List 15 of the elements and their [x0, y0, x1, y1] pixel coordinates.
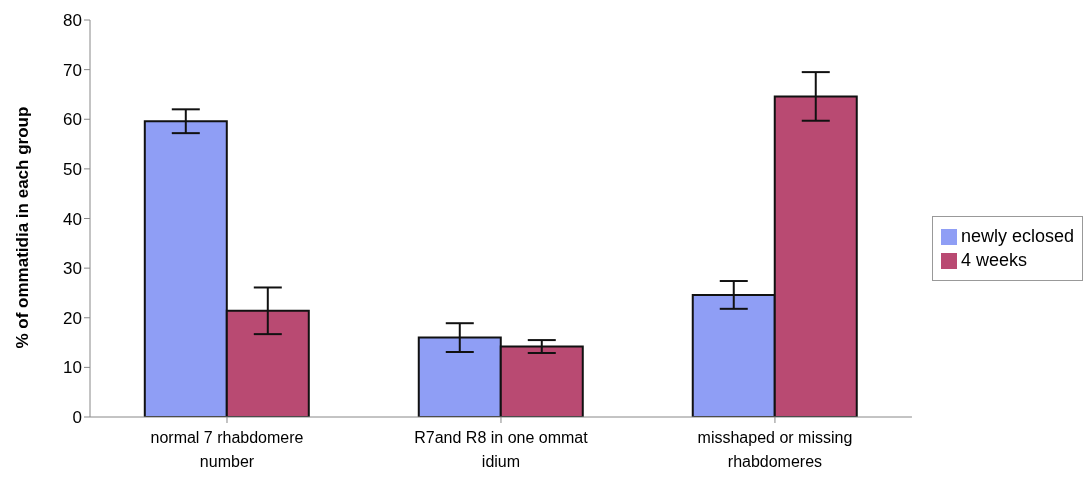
y-tick-label: 0 — [72, 408, 82, 428]
x-tick-label: normal 7 rhabdomere number — [150, 429, 304, 470]
y-tick-label: 50 — [63, 159, 82, 179]
x-tick-label: R7and R8 in one ommat idium — [414, 429, 589, 470]
y-tick-label: 30 — [63, 259, 82, 279]
y-tick-label: 40 — [63, 209, 82, 229]
y-tick-label: 60 — [63, 110, 82, 130]
y-tick-label: 70 — [63, 60, 82, 80]
y-tick-label: 10 — [63, 358, 82, 378]
legend-label: newly eclosed — [960, 226, 1074, 247]
y-tick-label: 80 — [63, 11, 82, 31]
y-tick-label: 20 — [63, 308, 82, 328]
x-tick-label: misshaped or missing rhabdomeres — [697, 429, 853, 470]
y-axis-title: % of ommatidia in each group — [13, 106, 33, 349]
legend-label: 4 weeks — [960, 250, 1027, 271]
